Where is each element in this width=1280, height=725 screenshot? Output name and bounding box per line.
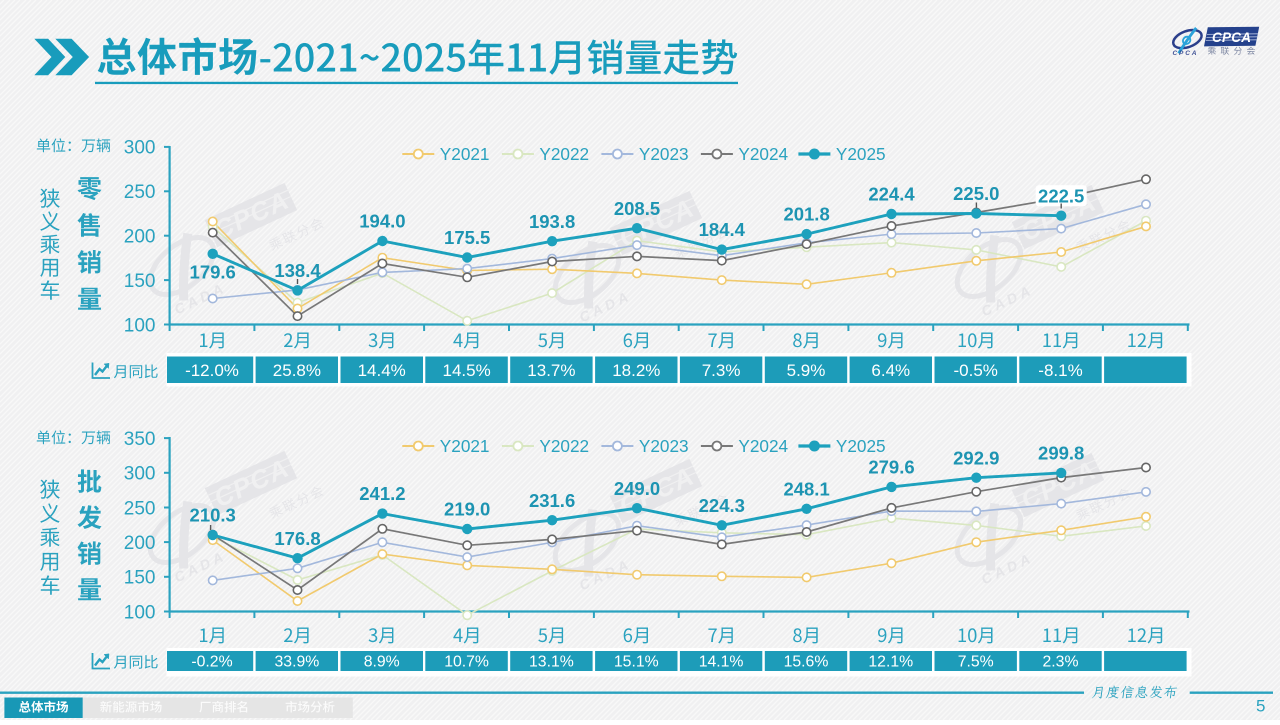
svg-text:7.5%: 7.5% <box>958 653 994 670</box>
svg-text:13.1%: 13.1% <box>529 653 574 670</box>
svg-text:14.1%: 14.1% <box>699 653 744 670</box>
svg-text:150: 150 <box>124 271 156 292</box>
svg-text:2.3%: 2.3% <box>1042 653 1078 670</box>
svg-text:138.4: 138.4 <box>274 260 321 281</box>
svg-text:14.5%: 14.5% <box>442 361 490 380</box>
svg-text:5: 5 <box>1256 697 1265 716</box>
svg-text:7.3%: 7.3% <box>702 361 741 380</box>
svg-text:100: 100 <box>124 602 156 623</box>
svg-text:200: 200 <box>124 227 156 248</box>
svg-text:6.4%: 6.4% <box>871 361 910 380</box>
svg-text:Y2021: Y2021 <box>440 436 490 456</box>
svg-text:-0.5%: -0.5% <box>953 361 997 380</box>
svg-text:184.4: 184.4 <box>699 219 746 240</box>
svg-text:8.9%: 8.9% <box>364 653 400 670</box>
svg-text:Y2025: Y2025 <box>836 144 886 164</box>
svg-text:175.5: 175.5 <box>444 227 490 248</box>
svg-text:Y2025: Y2025 <box>836 436 886 456</box>
svg-text:200: 200 <box>124 533 156 554</box>
svg-text:179.6: 179.6 <box>190 261 236 282</box>
svg-text:12.1%: 12.1% <box>868 653 913 670</box>
svg-text:225.0: 225.0 <box>953 183 999 204</box>
svg-text:299.8: 299.8 <box>1038 443 1084 464</box>
svg-text:194.0: 194.0 <box>359 211 405 232</box>
svg-text:219.0: 219.0 <box>444 499 490 520</box>
svg-text:13.7%: 13.7% <box>527 361 575 380</box>
svg-text:249.0: 249.0 <box>614 478 660 499</box>
svg-text:10.7%: 10.7% <box>444 653 489 670</box>
svg-text:Y2024: Y2024 <box>738 144 788 164</box>
svg-text:250: 250 <box>124 182 156 203</box>
svg-text:-0.2%: -0.2% <box>191 653 232 670</box>
svg-text:Y2023: Y2023 <box>639 436 689 456</box>
svg-text:350: 350 <box>124 429 156 450</box>
svg-text:15.6%: 15.6% <box>784 653 829 670</box>
svg-text:208.5: 208.5 <box>614 198 660 219</box>
svg-text:15.1%: 15.1% <box>614 653 659 670</box>
svg-text:33.9%: 33.9% <box>275 653 320 670</box>
svg-text:241.2: 241.2 <box>359 483 405 504</box>
svg-text:210.3: 210.3 <box>190 505 236 526</box>
svg-text:Y2023: Y2023 <box>639 144 689 164</box>
svg-text:25.8%: 25.8% <box>273 361 321 380</box>
svg-text:300: 300 <box>124 464 156 485</box>
svg-text:CPCA: CPCA <box>1173 50 1197 57</box>
svg-text:-12.0%: -12.0% <box>185 361 239 380</box>
svg-text:224.3: 224.3 <box>699 495 745 516</box>
svg-text:300: 300 <box>124 138 156 159</box>
svg-text:Y2024: Y2024 <box>738 436 788 456</box>
svg-text:201.8: 201.8 <box>783 204 829 225</box>
svg-text:222.5: 222.5 <box>1038 185 1084 206</box>
svg-text:Y2022: Y2022 <box>539 436 589 456</box>
svg-text:248.1: 248.1 <box>783 478 829 499</box>
svg-text:250: 250 <box>124 498 156 519</box>
svg-text:Y2022: Y2022 <box>539 144 589 164</box>
svg-text:193.8: 193.8 <box>529 211 575 232</box>
svg-text:231.6: 231.6 <box>529 490 575 511</box>
svg-text:279.6: 279.6 <box>868 457 914 478</box>
svg-text:14.4%: 14.4% <box>358 361 406 380</box>
svg-text:5.9%: 5.9% <box>787 361 826 380</box>
svg-text:CPCA: CPCA <box>1212 30 1251 45</box>
svg-text:100: 100 <box>124 315 156 336</box>
svg-text:18.2%: 18.2% <box>612 361 660 380</box>
svg-text:176.8: 176.8 <box>274 528 320 549</box>
svg-text:150: 150 <box>124 568 156 589</box>
svg-text:292.9: 292.9 <box>953 447 999 468</box>
svg-text:Y2021: Y2021 <box>440 144 490 164</box>
svg-text:-8.1%: -8.1% <box>1038 361 1082 380</box>
svg-text:224.4: 224.4 <box>868 184 915 205</box>
